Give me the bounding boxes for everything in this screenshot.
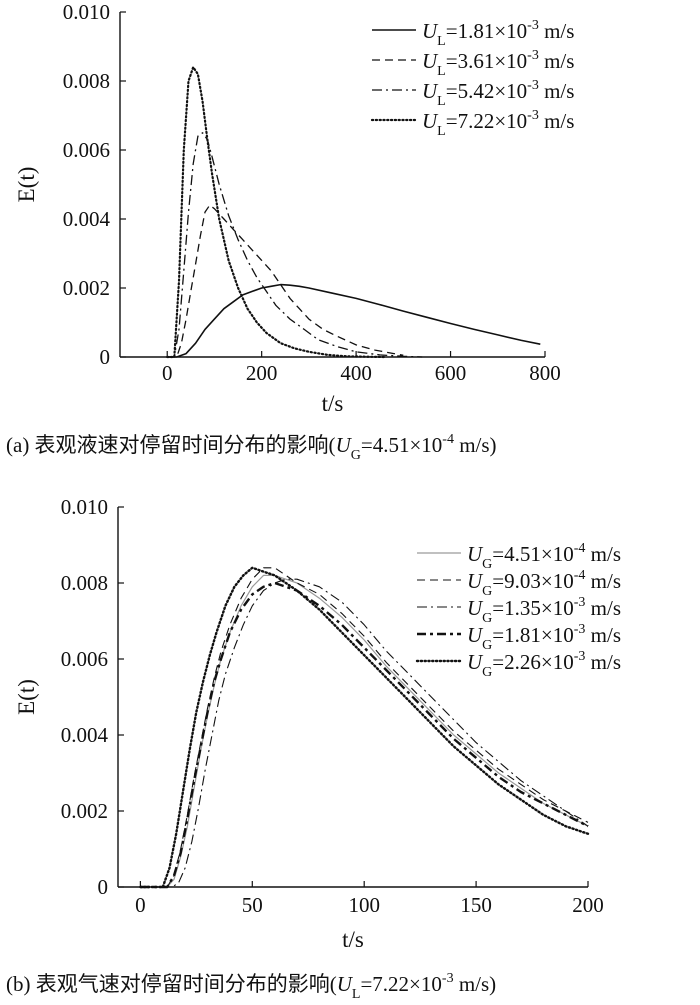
- x-tick-label: 50: [242, 893, 263, 917]
- series-line-2: [167, 204, 404, 358]
- y-axis-label: E(t): [14, 167, 39, 203]
- x-tick-label: 400: [340, 361, 372, 385]
- series-line-3: [140, 578, 589, 888]
- legend-entry-4: UL=7.22×10-3 m/s: [422, 108, 574, 139]
- legend-entry-5: UG=2.26×10-3 m/s: [467, 649, 621, 680]
- series-line-1: [167, 283, 541, 358]
- y-tick-label: 0.008: [63, 69, 110, 93]
- x-axis-label: t/s: [322, 391, 344, 416]
- series-line-1: [140, 574, 589, 888]
- x-axis-label: t/s: [342, 927, 364, 952]
- legend-entry-3: UL=5.42×10-3 m/s: [422, 78, 574, 109]
- x-tick-label: 100: [348, 893, 380, 917]
- x-tick-label: 600: [435, 361, 467, 385]
- y-tick-label: 0.004: [61, 723, 109, 747]
- legend-entry-1: UG=4.51×10-4 m/s: [467, 541, 621, 572]
- series-line-4: [166, 66, 386, 359]
- panel-b: 0 0.002 0.004 0.006 0.008 0.010 0 50 100 150 200 t/…: [6, 495, 621, 1002]
- y-tick-label: 0.002: [61, 799, 108, 823]
- y-tick-label: 0.008: [61, 571, 108, 595]
- x-tick-label: 200: [572, 893, 604, 917]
- x-tick-label: 200: [246, 361, 278, 385]
- series-line-3: [167, 132, 423, 358]
- y-tick-label: 0: [98, 875, 109, 899]
- legend-entry-3: UG=1.35×10-3 m/s: [467, 595, 621, 626]
- legend-entry-1: UL=1.81×10-3 m/s: [422, 18, 574, 49]
- series-line-5: [139, 566, 590, 889]
- x-tick-label: 0: [135, 893, 146, 917]
- y-tick-label: 0.002: [63, 276, 110, 300]
- y-tick-label: 0.010: [61, 495, 108, 519]
- y-axis-label: E(t): [14, 679, 39, 715]
- x-tick-label: 150: [460, 893, 492, 917]
- panel-a: 0 0.002 0.004 0.006 0.008 0.010 0 200 400 600 800 t…: [6, 0, 574, 463]
- legend-entry-4: UG=1.81×10-3 m/s: [467, 622, 621, 653]
- x-tick-label: 0: [162, 361, 173, 385]
- figure-caption: (a) 表观液速对停留时间分布的影响(UG=4.51×10-4 m/s): [6, 432, 497, 463]
- legend-entry-2: UG=9.03×10-4 m/s: [467, 568, 621, 599]
- y-tick-label: 0.010: [63, 0, 110, 24]
- x-tick-label: 800: [529, 361, 561, 385]
- y-tick-label: 0.004: [63, 207, 111, 231]
- legend-entry-2: UL=3.61×10-3 m/s: [422, 48, 574, 79]
- figure-caption: (b) 表观气速对停留时间分布的影响(UL=7.22×10-3 m/s): [6, 971, 496, 1002]
- series-line-4: [140, 581, 589, 889]
- y-tick-label: 0.006: [61, 647, 108, 671]
- y-tick-label: 0.006: [63, 138, 110, 162]
- y-tick-label: 0: [100, 345, 111, 369]
